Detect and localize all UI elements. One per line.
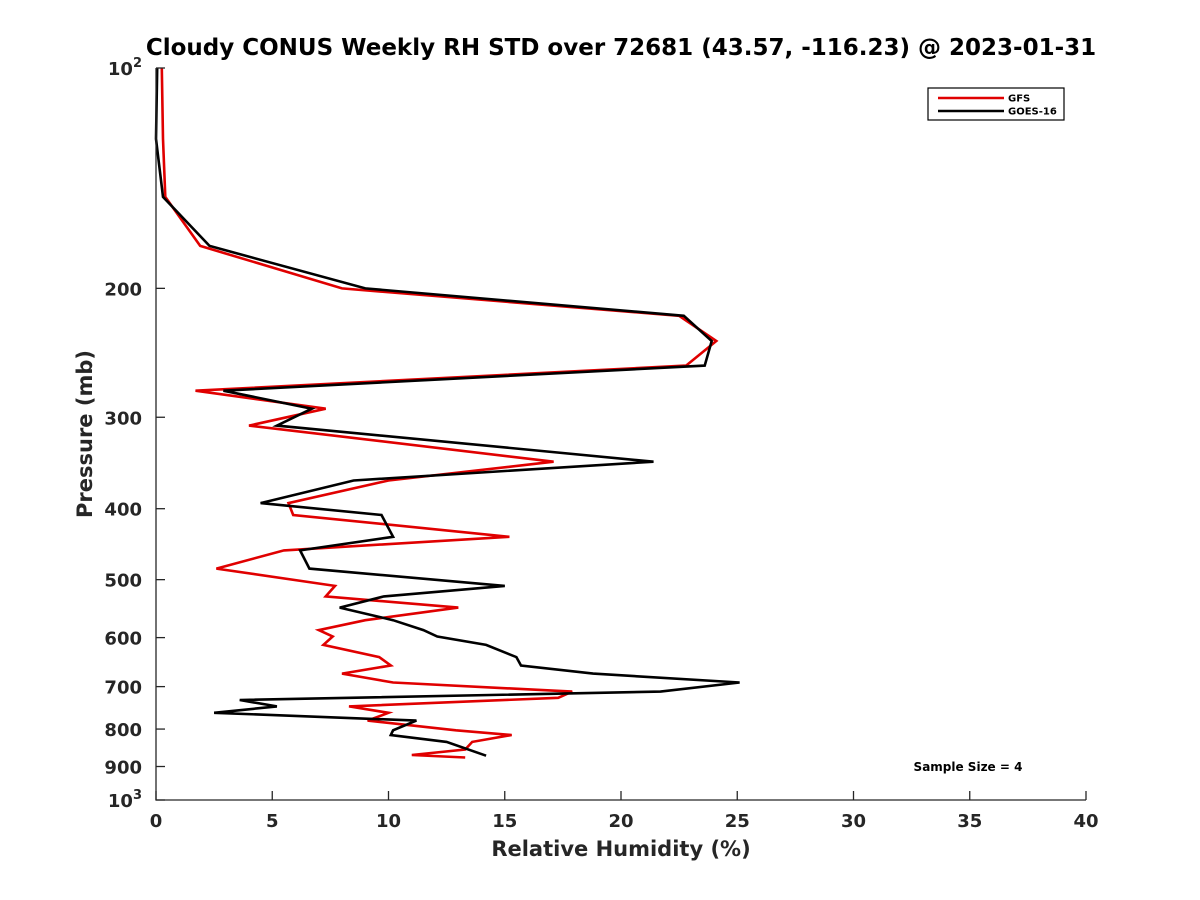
y-tick-label: 500 — [104, 571, 142, 592]
y-tick-label: 300 — [104, 408, 142, 429]
x-tick-label: 0 — [150, 811, 163, 832]
x-tick-label: 25 — [725, 811, 750, 832]
y-tick-label: 800 — [104, 720, 142, 741]
y-tick-label: 103 — [108, 788, 142, 812]
y-tick-label: 600 — [104, 629, 142, 650]
y-axis-ticks: 102 200 300 400 500 600 700 800 900 103 — [104, 56, 165, 812]
x-axis-ticks: 0 5 10 15 20 25 30 35 40 — [150, 791, 1099, 832]
y-tick-label: 200 — [104, 279, 142, 300]
x-tick-label: 10 — [376, 811, 401, 832]
y-tick-label: 900 — [104, 758, 142, 779]
y-axis-label: Pressure (mb) — [73, 350, 97, 518]
x-axis-label: Relative Humidity (%) — [491, 837, 750, 861]
legend-box — [927, 87, 1065, 121]
x-tick-label: 20 — [608, 811, 633, 832]
x-tick-label: 35 — [957, 811, 982, 832]
x-tick-label: 30 — [841, 811, 866, 832]
legend-label-goes16: GOES-16 — [1008, 107, 1057, 118]
plot-lines — [154, 67, 740, 759]
y-tick-label: 700 — [104, 678, 142, 699]
x-tick-label: 15 — [492, 811, 517, 832]
y-tick-label: 102 — [108, 56, 142, 80]
legend: GFS GOES-16 — [927, 87, 1065, 121]
series-line-goes16 — [154, 67, 740, 757]
series-line-gfs — [160, 67, 719, 759]
y-tick-label: 400 — [104, 500, 142, 521]
legend-label-gfs: GFS — [1008, 94, 1030, 105]
chart-title: Cloudy CONUS Weekly RH STD over 72681 (4… — [146, 35, 1096, 61]
x-tick-label: 5 — [266, 811, 279, 832]
sample-size-annotation: Sample Size = 4 — [914, 760, 1023, 774]
x-tick-label: 40 — [1073, 811, 1098, 832]
